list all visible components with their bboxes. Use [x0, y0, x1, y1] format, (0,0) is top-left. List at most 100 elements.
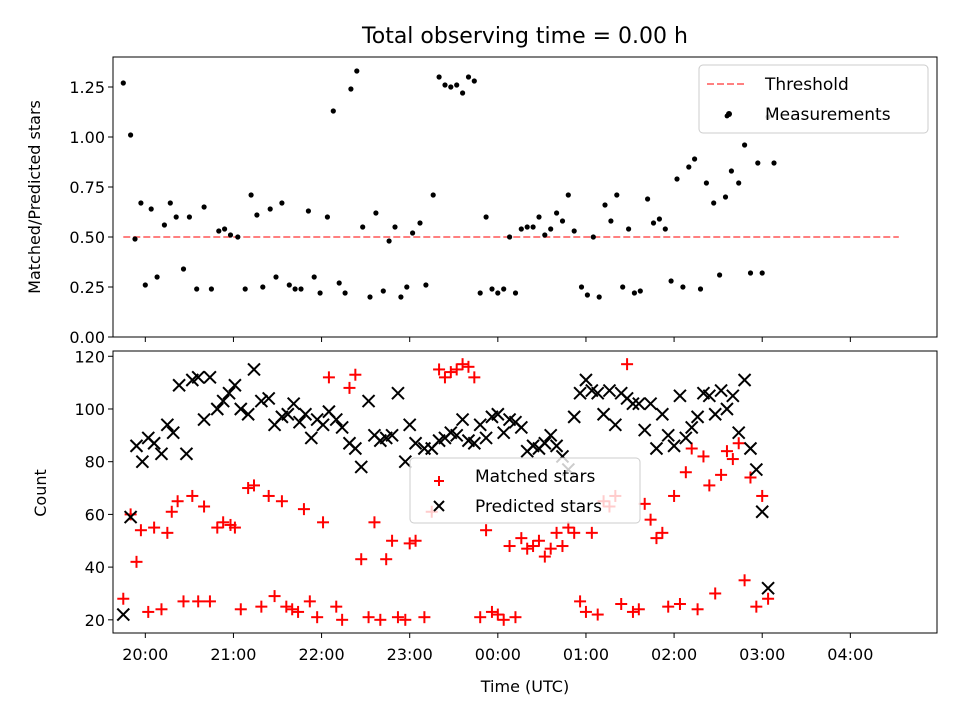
- predicted-star-point: [116, 607, 130, 622]
- matched-star-point: [762, 592, 775, 605]
- measurement-point: [626, 226, 632, 232]
- measurement-point: [330, 108, 336, 114]
- matched-star-point: [355, 553, 368, 566]
- matched-star-point: [203, 595, 216, 608]
- measurement-point: [631, 290, 638, 296]
- matched-star-point: [644, 513, 657, 526]
- predicted-star-point: [549, 439, 564, 453]
- matched-stars-series: [117, 358, 775, 626]
- predicted-star-point: [679, 431, 693, 445]
- measurement-point: [495, 290, 501, 296]
- matched-star-point: [234, 603, 247, 616]
- measurement-point: [142, 282, 148, 288]
- measurement-point: [436, 74, 442, 80]
- predicted-star-point: [638, 423, 652, 437]
- predicted-star-point: [361, 394, 376, 408]
- predicted-star-point: [602, 383, 617, 398]
- matched-star-point: [165, 505, 178, 518]
- predicted-star-point: [749, 462, 764, 477]
- measurement-point: [336, 280, 342, 286]
- matched-star-point: [544, 542, 557, 555]
- measurement-point: [565, 192, 571, 198]
- matched-star-point: [632, 603, 645, 616]
- measurement-point: [201, 204, 207, 210]
- matched-star-point: [591, 608, 604, 621]
- measurement-point: [430, 192, 436, 198]
- matched-star-point: [468, 371, 481, 384]
- measurement-point: [578, 284, 585, 290]
- measurement-point: [180, 266, 187, 272]
- predicted-star-point: [281, 407, 295, 421]
- matched-star-point: [668, 489, 681, 502]
- matched-star-point: [456, 358, 469, 371]
- predicted-star-point: [626, 397, 640, 411]
- matched-star-point: [491, 608, 504, 621]
- top-x-axis: [144, 337, 851, 342]
- predicted-star-point: [667, 439, 681, 453]
- matched-star-point: [386, 534, 399, 547]
- measurement-point: [742, 142, 748, 148]
- measurement-point: [454, 82, 460, 88]
- measurement-point: [711, 200, 717, 206]
- matched-star-point: [380, 553, 393, 566]
- bottom-x-tick-label: 23:00: [387, 645, 433, 664]
- matched-star-point: [292, 605, 305, 618]
- matched-star-point: [656, 526, 669, 539]
- measurement-point: [138, 200, 144, 206]
- measurement-point: [674, 176, 680, 182]
- measurement-point: [596, 294, 602, 300]
- matched-star-point: [527, 540, 540, 553]
- predicted-star-point: [726, 389, 740, 403]
- measurement-point: [410, 230, 416, 236]
- predicted-star-point: [179, 447, 194, 461]
- measurement-point: [254, 212, 260, 218]
- predicted-star-point: [608, 418, 623, 432]
- predicted-star-point: [661, 428, 675, 443]
- predicted-star-point: [579, 373, 593, 387]
- predicted-star-point: [567, 410, 581, 424]
- predicted-star-point: [228, 378, 242, 392]
- predicted-star-point: [123, 510, 138, 524]
- measurement-point: [755, 160, 761, 166]
- matched-star-point: [485, 605, 498, 618]
- matched-star-point: [275, 495, 288, 508]
- bottom-x-tick-label: 21:00: [210, 645, 256, 664]
- matched-star-point: [503, 540, 516, 553]
- matched-star-point: [568, 526, 581, 539]
- matched-star-point: [130, 555, 143, 568]
- top-y-tick-label: 0.50: [69, 228, 105, 247]
- matched-star-point: [438, 371, 451, 384]
- matched-star-point: [685, 442, 698, 455]
- matched-star-point: [399, 613, 412, 626]
- predicted-star-point: [673, 389, 687, 403]
- matched-star-point: [556, 540, 569, 553]
- matched-star-point: [703, 479, 716, 492]
- matched-star-point: [303, 595, 316, 608]
- measurement-point: [471, 78, 477, 84]
- predicted-star-point: [391, 386, 405, 400]
- measurement-point: [417, 220, 423, 226]
- bottom-x-axis: 20:00 21:00 22:00 23:00 00:00 01:00 02:00 03:00…: [122, 633, 873, 664]
- matched-star-point: [186, 489, 199, 502]
- predicted-star-point: [761, 581, 775, 595]
- matched-star-point: [673, 598, 686, 611]
- measurement-point: [161, 222, 167, 228]
- measurement-point: [292, 286, 298, 292]
- bottom-legend-box: [409, 457, 641, 524]
- measurement-point: [590, 234, 596, 240]
- predicted-star-point: [655, 407, 670, 421]
- matched-star-point: [450, 363, 463, 376]
- measurement-point: [404, 284, 410, 290]
- top-y-axis-label: Matched/Predicted stars: [25, 100, 44, 294]
- measurement-point: [380, 288, 386, 294]
- predicted-star-point: [172, 378, 186, 392]
- predicted-star-point: [455, 412, 470, 427]
- measurement-point: [311, 274, 317, 280]
- matched-star-point: [621, 358, 634, 371]
- measurement-point: [386, 238, 392, 244]
- matched-star-point: [134, 524, 147, 537]
- measurement-point: [222, 226, 228, 232]
- measurement-point: [489, 286, 495, 292]
- measurement-point: [248, 192, 254, 198]
- matched-star-point: [248, 479, 261, 492]
